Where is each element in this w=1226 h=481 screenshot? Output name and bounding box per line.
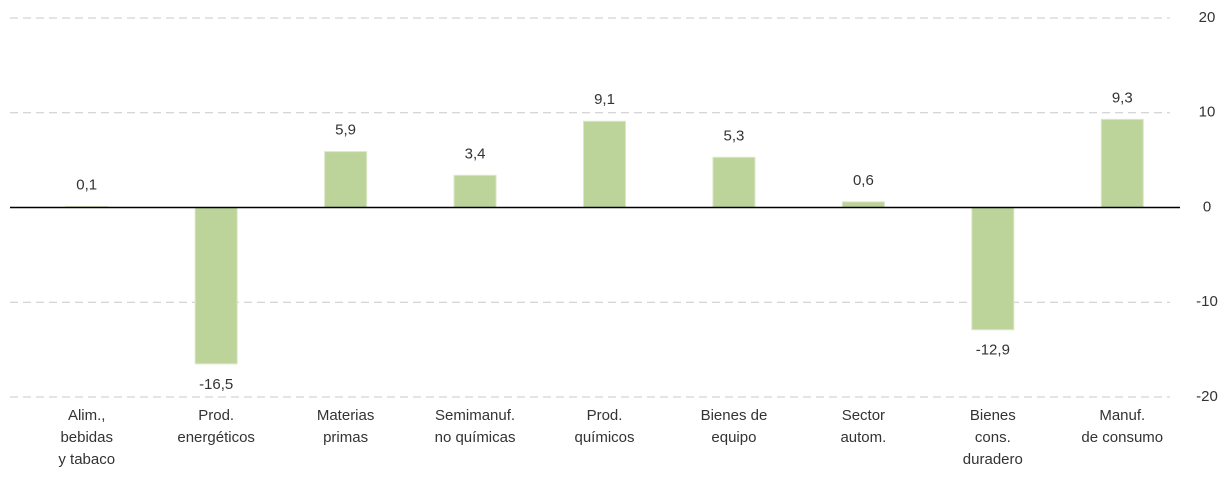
- bar: [841, 201, 885, 209]
- x-tick-label: Bienes de equipo: [701, 407, 768, 446]
- bar: [712, 156, 756, 208]
- data-label: 5,9: [335, 122, 356, 139]
- y-tick-label: 10: [1199, 104, 1216, 121]
- bar: [324, 151, 368, 209]
- x-tick-label: Alim., bebidas y tabaco: [58, 407, 115, 468]
- x-tick-label: Prod. químicos: [574, 407, 634, 446]
- x-tick-label: Materias primas: [317, 407, 375, 446]
- bar: [971, 207, 1015, 331]
- bar: [194, 207, 238, 365]
- x-tick-label: Bienes cons. duradero: [963, 407, 1023, 468]
- x-tick-label: Manuf. de consumo: [1081, 407, 1163, 446]
- data-label: 5,3: [724, 127, 745, 144]
- bar: [1100, 118, 1144, 208]
- data-label: 9,1: [594, 91, 615, 108]
- y-tick-label: 20: [1199, 9, 1216, 26]
- y-tick-label: -10: [1196, 293, 1218, 310]
- data-label: 0,6: [853, 172, 874, 189]
- bar: [453, 174, 497, 209]
- x-tick-label: Sector autom.: [840, 407, 886, 446]
- x-tick-label: Semimanuf. no químicas: [435, 407, 516, 446]
- data-label: 3,4: [465, 145, 486, 162]
- data-label: -12,9: [976, 342, 1010, 359]
- y-tick-label: 0: [1203, 198, 1211, 215]
- data-label: 9,3: [1112, 89, 1133, 106]
- data-label: 0,1: [76, 177, 97, 194]
- x-tick-label: Prod. energéticos: [177, 407, 255, 446]
- data-label: -16,5: [199, 376, 233, 393]
- bar: [583, 120, 626, 208]
- y-tick-label: -20: [1196, 388, 1218, 405]
